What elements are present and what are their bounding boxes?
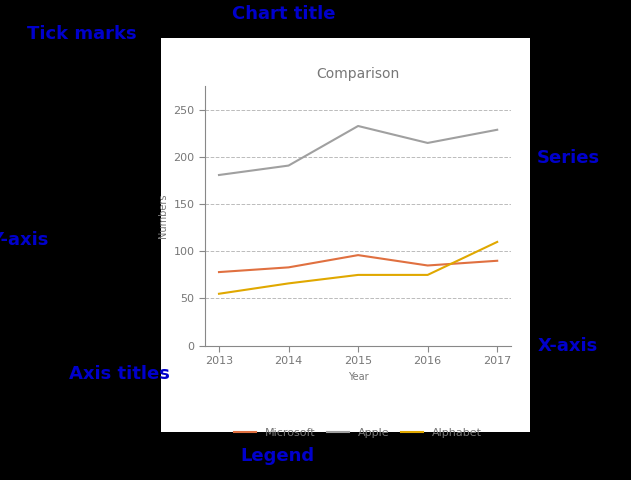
Text: Y-axis: Y-axis [0, 231, 48, 249]
Text: X-axis: X-axis [538, 336, 598, 355]
Text: Chart title: Chart title [232, 5, 336, 24]
Y-axis label: Numbers: Numbers [158, 194, 168, 238]
Text: Series: Series [536, 149, 599, 168]
Text: Legend: Legend [240, 447, 315, 465]
Text: Tick marks: Tick marks [27, 24, 137, 43]
Text: Axis titles: Axis titles [69, 365, 170, 384]
Legend: Microsoft, Apple, Alphabet: Microsoft, Apple, Alphabet [230, 424, 487, 443]
X-axis label: Year: Year [348, 372, 369, 382]
Title: Comparison: Comparison [317, 67, 399, 81]
